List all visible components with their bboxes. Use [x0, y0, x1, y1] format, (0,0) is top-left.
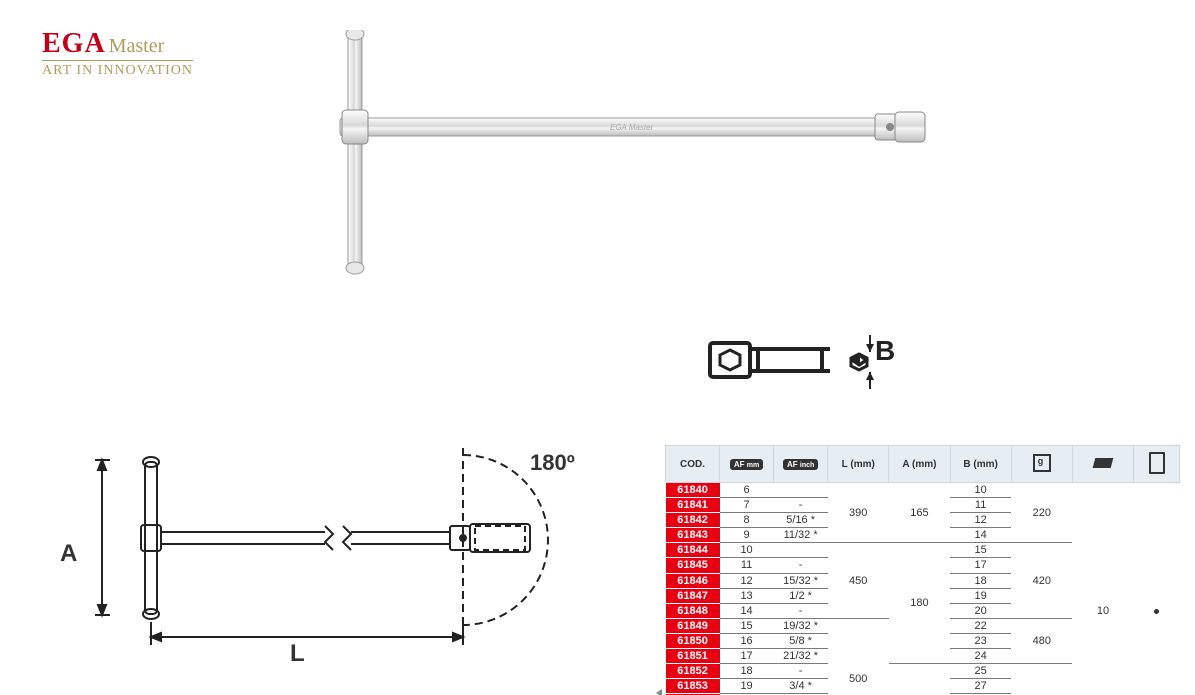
l-cell: 390	[828, 483, 889, 543]
col-l: L (mm)	[828, 446, 889, 483]
b-cell: 15	[950, 543, 1011, 558]
col-book-icon	[1072, 446, 1133, 483]
l-cell: 450	[828, 543, 889, 618]
b-cell: 18	[950, 573, 1011, 588]
g-cell: 220	[1011, 483, 1072, 543]
af-inch-cell: 5/8 *	[774, 633, 828, 648]
g-cell: 480	[1011, 618, 1072, 663]
b-cell: 24	[950, 649, 1011, 664]
a-cell: 230	[889, 664, 950, 695]
af-mm-cell: 19	[720, 679, 774, 694]
af-mm-cell: 13	[720, 588, 774, 603]
af-mm-cell: 17	[720, 649, 774, 664]
code-cell: 61850	[666, 633, 720, 648]
af-inch-cell: 11/32 *	[774, 528, 828, 543]
code-cell: 61852	[666, 664, 720, 679]
af-inch-cell: -	[774, 558, 828, 573]
brand-logo: EGA Master ART IN INNOVATION	[42, 28, 193, 79]
col-a: A (mm)	[889, 446, 950, 483]
l-cell: 500	[828, 618, 889, 695]
book-cell: 10	[1072, 483, 1133, 695]
af-inch-cell: -	[774, 498, 828, 513]
col-af-inch: AF inch	[774, 446, 828, 483]
b-cell: 12	[950, 513, 1011, 528]
af-inch-cell: 1/2 *	[774, 588, 828, 603]
code-cell: 61841	[666, 498, 720, 513]
brand-name-script: Master	[104, 35, 165, 57]
b-cell: 25	[950, 664, 1011, 679]
af-mm-cell: 11	[720, 558, 774, 573]
a-cell: 180	[889, 543, 950, 664]
b-cell: 17	[950, 558, 1011, 573]
a-cell: 165	[889, 483, 950, 543]
l-label: L	[290, 640, 305, 668]
col-master-icon	[1134, 446, 1180, 483]
af-inch-cell: 21/32 *	[774, 649, 828, 664]
b-cell: 19	[950, 588, 1011, 603]
spec-table: COD. AF mm AF inch L (mm) A (mm) B (mm) …	[665, 445, 1180, 695]
af-inch-cell: 3/4 *	[774, 679, 828, 694]
af-mm-cell: 18	[720, 664, 774, 679]
b-cell: 20	[950, 603, 1011, 618]
master-cell	[1134, 483, 1180, 695]
b-label: B	[875, 335, 895, 367]
book-icon	[1093, 458, 1114, 468]
weight-icon: g	[1033, 454, 1051, 472]
product-image: EGA Master	[290, 30, 940, 290]
af-mm-cell: 16	[720, 633, 774, 648]
g-cell: 420	[1011, 543, 1072, 618]
af-inch-cell: 15/32 *	[774, 573, 828, 588]
b-cell: 22	[950, 618, 1011, 633]
af-inch-cell: 19/32 *	[774, 618, 828, 633]
spec-row: 6184063901651022010	[666, 483, 1180, 498]
af-mm-cell: 8	[720, 513, 774, 528]
b-cell: 10	[950, 483, 1011, 498]
code-cell: 61842	[666, 513, 720, 528]
af-inch-cell: 5/16 *	[774, 513, 828, 528]
col-af-mm: AF mm	[720, 446, 774, 483]
spec-table-header: COD. AF mm AF inch L (mm) A (mm) B (mm) …	[666, 446, 1180, 483]
col-g-icon: g	[1011, 446, 1072, 483]
af-inch-cell	[774, 543, 828, 558]
b-cell: 23	[950, 633, 1011, 648]
table-continue-arrow	[656, 689, 662, 695]
af-mm-cell: 10	[720, 543, 774, 558]
b-cell: 14	[950, 528, 1011, 543]
af-mm-cell: 9	[720, 528, 774, 543]
code-cell: 61848	[666, 603, 720, 618]
a-label: A	[60, 540, 77, 568]
b-dimension-diagram	[700, 325, 960, 395]
code-cell: 61851	[666, 649, 720, 664]
af-inch-cell: -	[774, 664, 828, 679]
g-cell: 850	[1011, 664, 1072, 695]
master-dot	[1154, 609, 1159, 614]
af-mm-cell: 6	[720, 483, 774, 498]
col-cod: COD.	[666, 446, 720, 483]
code-cell: 61846	[666, 573, 720, 588]
code-cell: 61840	[666, 483, 720, 498]
brand-name-main: EGA	[42, 28, 106, 60]
af-mm-cell: 12	[720, 573, 774, 588]
b-cell: 27	[950, 679, 1011, 694]
code-cell: 61845	[666, 558, 720, 573]
angle-label: 180º	[530, 450, 575, 476]
code-cell: 61853	[666, 679, 720, 694]
af-mm-cell: 15	[720, 618, 774, 633]
master-icon	[1149, 452, 1165, 474]
af-mm-cell: 14	[720, 603, 774, 618]
code-cell: 61847	[666, 588, 720, 603]
af-inch-cell	[774, 483, 828, 498]
col-b: B (mm)	[950, 446, 1011, 483]
svg-text:EGA Master: EGA Master	[610, 123, 654, 132]
af-inch-cell: -	[774, 603, 828, 618]
af-mm-cell: 7	[720, 498, 774, 513]
code-cell: 61844	[666, 543, 720, 558]
b-cell: 11	[950, 498, 1011, 513]
code-cell: 61843	[666, 528, 720, 543]
brand-tagline: ART IN INNOVATION	[42, 60, 193, 79]
code-cell: 61849	[666, 618, 720, 633]
